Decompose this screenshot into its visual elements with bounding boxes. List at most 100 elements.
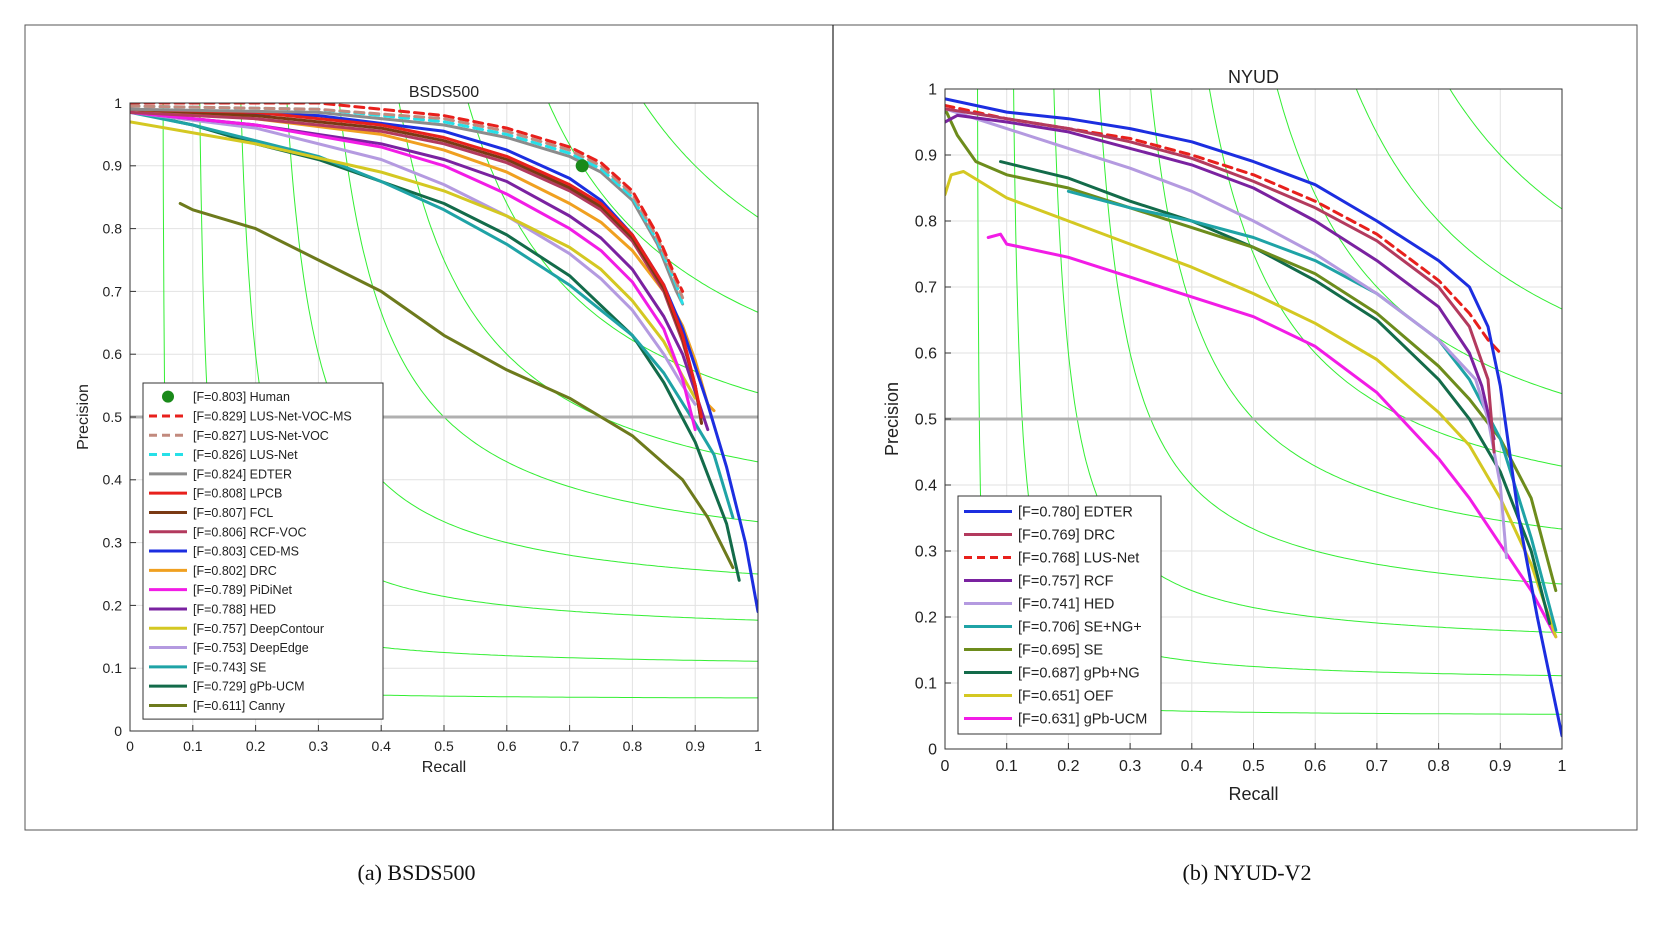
series-line-deepcontour [130,120,697,400]
iso-f-contour [1276,89,1562,395]
x-tick-label: 0.6 [1304,758,1326,775]
y-axis-label: Precision [75,384,92,450]
y-tick-label: 0 [928,742,937,759]
iso-f-contour [1053,89,1562,633]
legend-label-gpb-ucm: [F=0.631] gPb-UCM [1018,712,1147,728]
chart-bsds500: 0 0.1 0.2 0.3 0.4 0.5 0.6 0.7 0.8 0.9 1 0 0.1 0.2 0.3 0… [75,84,762,776]
series-line-drc [130,107,716,413]
iso-f-contour [1449,89,1562,210]
x-tick-label: 1 [1558,758,1567,775]
chart-title: BSDS500 [409,84,479,101]
legend-label-fcl: [F=0.807] FCL [193,506,273,520]
legend-label-rcf: [F=0.757] RCF [1018,574,1114,590]
x-tick-label: 0.6 [497,738,517,754]
x-tick-label: 0 [126,738,134,754]
iso-f-contour [338,103,758,523]
legend-label-deepcontour: [F=0.757] DeepContour [193,622,324,636]
x-tick-label: 0.3 [309,738,329,754]
series-line-oef [945,170,1558,639]
y-tick-label: 0.7 [103,283,123,299]
x-tick-label: 0.1 [996,758,1018,775]
iso-f-contour [1150,89,1562,530]
legend-label-hed: [F=0.788] HED [193,602,276,616]
legend-label-rcf-voc: [F=0.806] RCF-VOC [193,525,307,539]
y-tick-label: 0.4 [103,472,123,488]
x-axis-label: Recall [1228,784,1278,804]
y-tick-label: 0.1 [103,660,123,676]
y-tick-label: 0.3 [103,535,123,551]
series-line-se [130,110,735,519]
legend-label-edter: [F=0.824] EDTER [193,467,292,481]
legend-label-canny: [F=0.611] Canny [193,699,286,713]
iso-f-contour [1208,89,1562,467]
legend-label-oef: [F=0.651] OEF [1018,689,1114,705]
iso-f-contour [548,103,758,313]
x-tick-label: 0.4 [371,738,391,754]
chart-title: NYUD [1228,67,1279,87]
y-tick-label: 0.4 [915,478,937,495]
figure-frame [24,24,1638,831]
y-tick-label: 1 [928,82,937,99]
y-tick-label: 1 [114,95,122,111]
legend-label-lus-net-voc-ms: [F=0.829] LUS-Net-VOC-MS [193,409,352,423]
iso-f-contour [1098,89,1562,585]
x-tick-label: 0.1 [183,738,203,754]
x-tick-label: 0.5 [1242,758,1264,775]
y-tick-label: 0.8 [915,214,937,231]
series-line-gpb-ucm [986,232,1558,639]
plot-layer [945,89,1562,738]
x-axis-label: Recall [422,759,466,776]
legend-label-drc: [F=0.769] DRC [1018,528,1115,544]
chart-nyud: 0 0.1 0.2 0.3 0.4 0.5 0.6 0.7 0.8 0.9 1 0 0.1 0.2 0.3 0… [882,67,1567,804]
legend-marker-human [162,390,174,403]
series-line-hed [130,110,710,432]
y-tick-label: 0.3 [915,544,937,561]
x-tick-label: 0.7 [1366,758,1388,775]
x-tick-label: 0.4 [1181,758,1203,775]
x-tick-label: 0 [941,758,950,775]
legend-label-drc: [F=0.802] DRC [193,564,277,578]
x-tick-label: 0.3 [1119,758,1141,775]
y-tick-label: 0.9 [103,158,123,174]
legend-label-se: [F=0.743] SE [193,660,266,674]
legend-label-se-ng: [F=0.706] SE+NG+ [1018,620,1142,636]
x-tick-label: 0.8 [623,738,643,754]
x-tick-label: 0.2 [1057,758,1079,775]
legend-label-se: [F=0.695] SE [1018,643,1103,659]
y-tick-label: 0.9 [915,148,937,165]
x-tick-label: 0.9 [685,738,705,754]
y-tick-label: 0.5 [103,409,123,425]
legend-label-edter: [F=0.780] EDTER [1018,505,1133,521]
legend-label-deepedge: [F=0.753] DeepEdge [193,641,309,655]
iso-f-contour [398,103,758,463]
series-line-pidinet [130,110,697,432]
legend-label-hed: [F=0.741] HED [1018,597,1114,613]
x-tick-label: 0.7 [560,738,580,754]
x-tick-label: 0.5 [434,738,454,754]
series-line-edter [945,97,1562,738]
caption-bsds500: (a) BSDS500 [357,860,476,885]
legend-label-lpcb: [F=0.808] LPCB [193,487,282,501]
legend-label-pidinet: [F=0.789] PiDiNet [193,583,293,597]
iso-f-contour [1355,89,1562,310]
legend-label-gpb-ucm: [F=0.729] gPb-UCM [193,680,305,694]
series-line-lpcb [130,107,703,419]
series-line-gpb-ng [999,160,1552,626]
y-tick-label: 0.6 [103,346,123,362]
legend-label-ced-ms: [F=0.803] CED-MS [193,545,299,559]
y-tick-label: 0.2 [103,597,123,613]
point-human [575,159,589,173]
y-tick-label: 0 [114,723,122,739]
iso-f-contour [643,103,758,218]
legend-label-lus-net: [F=0.826] LUS-Net [193,448,298,462]
y-tick-label: 0.2 [915,610,937,627]
series-line-deepedge [130,110,697,406]
y-tick-label: 0.5 [915,412,937,429]
x-tick-label: 0.8 [1427,758,1449,775]
y-tick-label: 0.7 [915,280,937,297]
x-tick-label: 0.2 [246,738,266,754]
series-line-canny [178,202,735,570]
y-tick-label: 0.6 [915,346,937,363]
y-axis-label: Precision [882,382,902,456]
legend-label-gpb-ng: [F=0.687] gPb+NG [1018,666,1140,682]
